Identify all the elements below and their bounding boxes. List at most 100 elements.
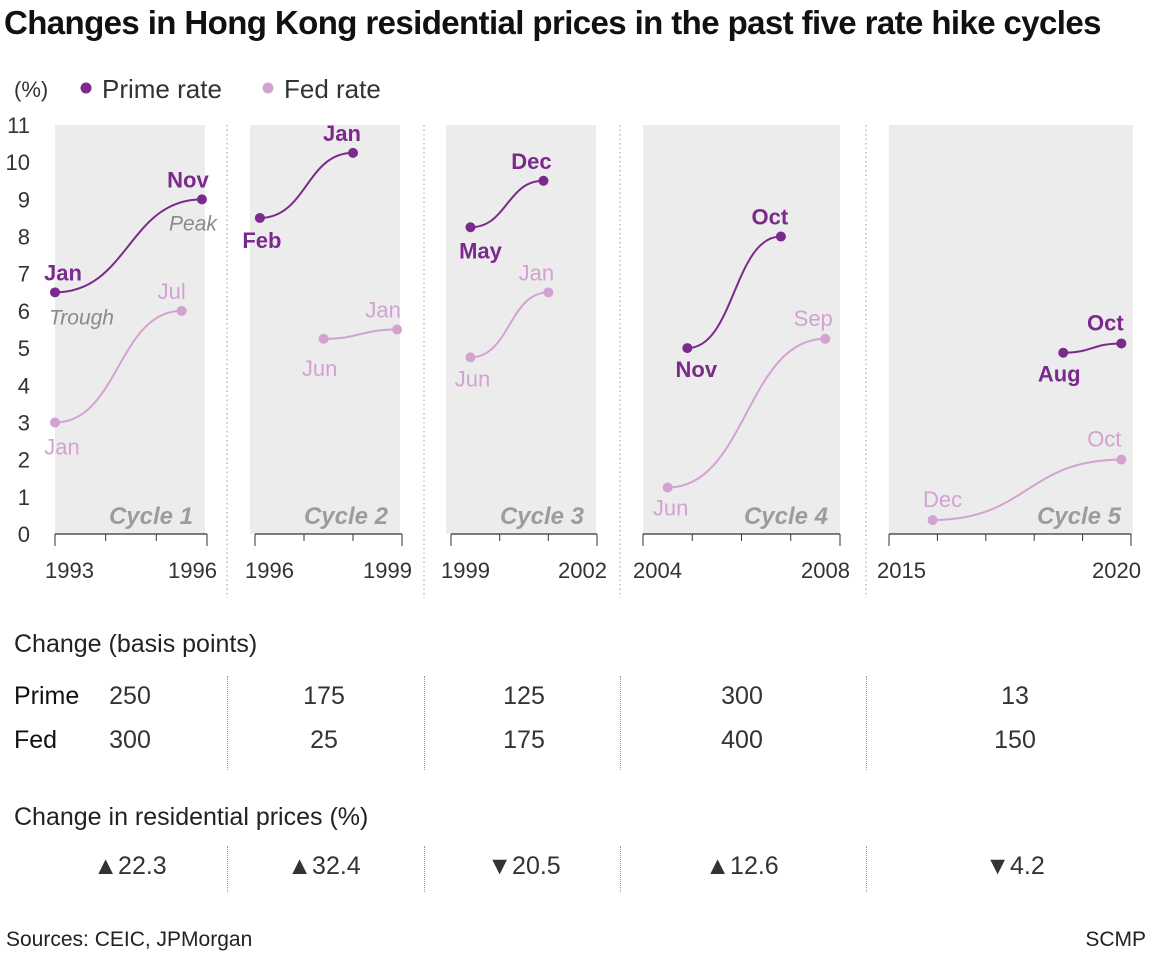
prime-change-cycle-4: 300: [721, 682, 763, 710]
fed-change-cycle-2: 25: [310, 726, 338, 754]
prime-change-cycle-2: 175: [303, 682, 345, 710]
prime-rate-point: [682, 343, 693, 354]
x-tick-label: 1999: [363, 558, 412, 583]
x-tick-label: 2008: [801, 558, 850, 583]
prime-change-cycle-1: 250: [109, 682, 151, 710]
point-month-label: Jun: [302, 356, 337, 381]
x-tick-label: 2002: [558, 558, 607, 583]
fed-rate-line: [667, 337, 826, 489]
point-month-label: Jan: [44, 434, 79, 459]
point-month-label: Jul: [158, 279, 186, 304]
cycle-name-label: Cycle 5: [1037, 503, 1122, 530]
prime-rate-line: [687, 235, 781, 350]
cycle-name-label: Cycle 4: [744, 503, 828, 530]
y-tick-label: 6: [18, 299, 30, 324]
point-month-label: Dec: [923, 487, 962, 512]
point-month-label: Oct: [752, 205, 789, 230]
legend-label: Fed rate: [284, 74, 381, 104]
y-tick-label: 3: [18, 410, 30, 435]
cycle-name-label: Cycle 3: [500, 503, 585, 530]
fed-change-cycle-5: 150: [994, 726, 1036, 754]
point-month-label: May: [459, 238, 503, 263]
fed-rate-line: [323, 328, 398, 340]
cycle-panel-bg: [55, 125, 205, 534]
y-tick-label: 9: [18, 187, 30, 212]
fed-rate-point: [662, 482, 673, 493]
point-month-label: Jan: [44, 260, 82, 285]
point-month-label: Oct: [1087, 310, 1124, 335]
legend-marker: [262, 82, 274, 94]
table-divider: [866, 846, 867, 892]
cycle-name-label: Cycle 1: [109, 503, 193, 530]
fed-rate-point: [392, 324, 403, 335]
table-divider: [620, 846, 621, 892]
fed-rate-point: [176, 305, 187, 316]
table-divider: [227, 676, 228, 770]
x-tick-label: 2015: [877, 558, 926, 583]
table-divider: [866, 676, 867, 770]
fed-rate-point: [465, 352, 476, 363]
price-change-title: Change in residential prices (%): [14, 803, 369, 831]
legend-label: Prime rate: [102, 74, 222, 104]
point-month-label: Dec: [511, 149, 551, 174]
table-divider: [424, 676, 425, 770]
fed-change-cycle-3: 175: [503, 726, 545, 754]
x-tick-label: 1996: [168, 558, 217, 583]
point-month-label: Jan: [365, 298, 400, 323]
fed-rate-point: [318, 333, 329, 344]
point-month-label: Aug: [1038, 362, 1081, 387]
cycle-panel-bg: [889, 125, 1133, 534]
fed-row-label: Fed: [14, 726, 58, 754]
prime-rate-point: [1116, 338, 1127, 349]
point-month-label: Sep: [794, 306, 833, 331]
point-month-label: Nov: [676, 357, 718, 382]
x-tick-label: 1999: [441, 558, 490, 583]
y-tick-label: 8: [18, 225, 30, 250]
price-change-cycle-3: ▼20.5: [487, 852, 561, 880]
trough-annotation: Trough: [49, 306, 114, 329]
chart-title: Changes in Hong Kong residential prices …: [4, 4, 1101, 41]
point-month-label: Jan: [519, 260, 554, 285]
price-change-cycle-5: ▼4.2: [985, 852, 1045, 880]
y-tick-label: 11: [7, 113, 30, 138]
point-month-label: Nov: [167, 167, 209, 192]
prime-row-label: Prime: [14, 682, 80, 710]
y-unit-label: (%): [14, 77, 48, 102]
legend-marker: [80, 82, 92, 94]
fed-rate-line: [932, 458, 1122, 522]
source-note: Sources: CEIC, JPMorgan: [6, 928, 253, 951]
y-tick-label: 10: [6, 150, 30, 175]
point-month-label: Oct: [1087, 427, 1121, 452]
x-tick-label: 1993: [45, 558, 94, 583]
point-month-label: Feb: [242, 228, 281, 253]
basis-points-title: Change (basis points): [14, 630, 258, 658]
rate-hike-chart: 0 1 2 3 4 5 6 7 8 9 10 11 (%) Prime rate Fed rate 1993 1…: [6, 74, 1141, 598]
price-change-cycle-2: ▲32.4: [287, 852, 361, 880]
brand-label: SCMP: [1085, 928, 1146, 951]
prime-change-cycle-5: 13: [1001, 682, 1029, 710]
prime-rate-point: [1058, 347, 1069, 358]
fed-rate-point: [1116, 454, 1127, 465]
y-tick-label: 5: [18, 336, 30, 361]
prime-rate-line: [1063, 342, 1122, 354]
table-divider: [227, 846, 228, 892]
x-tick-label: 2004: [633, 558, 682, 583]
cycle-panel-bg: [446, 125, 596, 534]
prime-rate-line: [259, 151, 354, 219]
prime-rate-point: [538, 175, 549, 186]
point-month-label: Jun: [455, 366, 490, 391]
point-month-label: Jun: [653, 496, 688, 521]
fed-rate-line: [470, 291, 549, 359]
prime-rate-point: [465, 222, 476, 233]
fed-rate-point: [543, 287, 554, 298]
prime-rate-point: [254, 212, 265, 223]
fed-rate-line: [54, 309, 182, 424]
cycle-panel-bg: [643, 125, 840, 534]
fed-rate-point: [820, 333, 831, 344]
table-divider: [620, 676, 621, 770]
x-tick-label: 1996: [245, 558, 294, 583]
price-change-cycle-1: ▲22.3: [93, 852, 167, 880]
peak-annotation: Peak: [169, 212, 218, 235]
prime-rate-line: [470, 179, 544, 229]
prime-rate-point: [775, 231, 786, 242]
